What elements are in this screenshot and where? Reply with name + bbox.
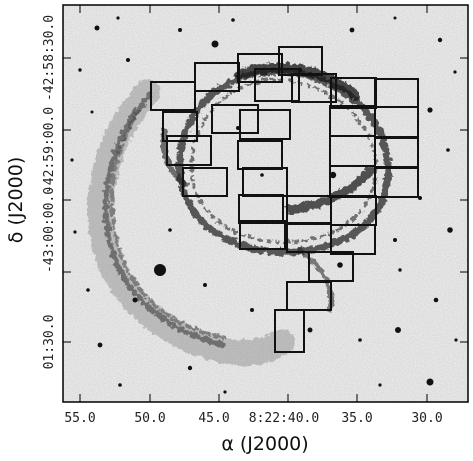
x-tick-label: 35.0 [341,411,372,426]
y-tick-label: -43:00:00.0 [42,187,57,273]
x-tick-label: 30.0 [411,411,442,426]
y-axis-title: δ (J2000) [5,157,27,243]
outer-nebula-arc [88,79,295,366]
x-axis-title: α (J2000) [221,433,308,455]
y-tick-label: 01:30.0 [42,315,57,370]
x-tick-label: 45.0 [198,411,229,426]
sky-image [63,5,468,402]
x-tick-label: 50.0 [134,411,165,426]
x-tick-label: 8:22:40.0 [249,411,319,426]
y-axis-ticks [63,57,468,343]
x-axis-ticks [79,5,428,402]
overlay-boxes [150,46,419,353]
x-tick-label: 55.0 [64,411,95,426]
y-tick-label: -42:58:30.0 [42,15,57,101]
y-tick-label: -42:59:00.0 [42,107,57,193]
image-frame [62,4,469,403]
